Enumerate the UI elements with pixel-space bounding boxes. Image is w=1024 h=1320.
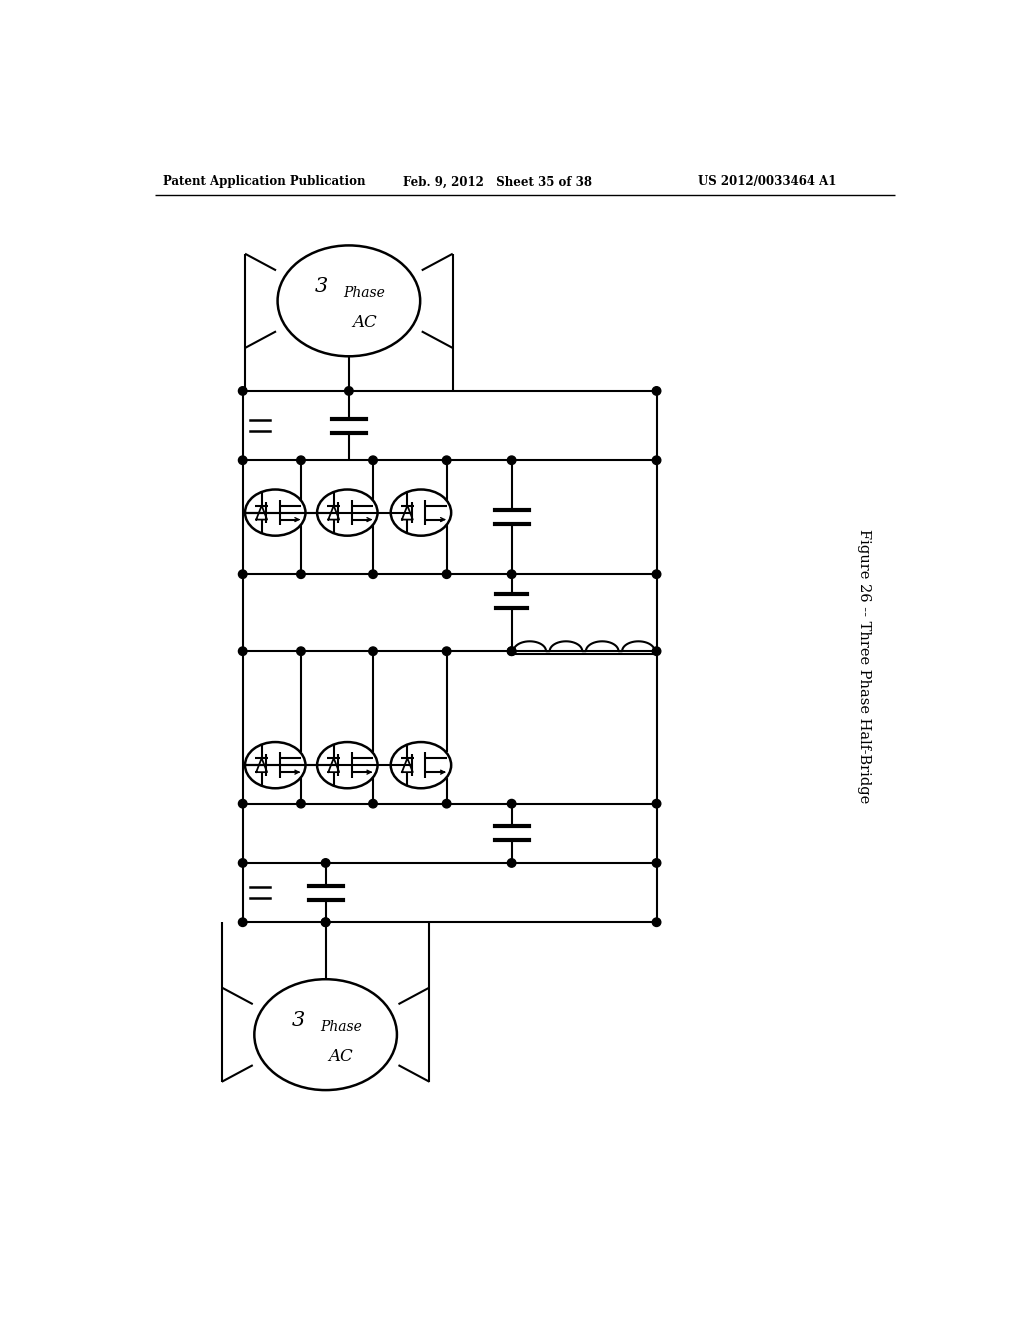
Circle shape <box>442 570 451 578</box>
Circle shape <box>297 570 305 578</box>
Text: AC: AC <box>329 1048 353 1065</box>
Circle shape <box>507 800 516 808</box>
Circle shape <box>239 647 247 656</box>
Circle shape <box>239 387 247 395</box>
Text: Figure 26 -- Three Phase Half-Bridge: Figure 26 -- Three Phase Half-Bridge <box>857 529 871 804</box>
Text: Patent Application Publication: Patent Application Publication <box>163 176 366 189</box>
Circle shape <box>369 455 377 465</box>
Circle shape <box>322 859 330 867</box>
Text: US 2012/0033464 A1: US 2012/0033464 A1 <box>697 176 836 189</box>
Circle shape <box>369 647 377 656</box>
Circle shape <box>239 455 247 465</box>
Circle shape <box>507 647 516 656</box>
Circle shape <box>345 387 353 395</box>
Circle shape <box>297 455 305 465</box>
Circle shape <box>322 917 330 927</box>
Text: 3: 3 <box>315 277 329 297</box>
Circle shape <box>507 647 516 656</box>
Circle shape <box>442 647 451 656</box>
Text: AC: AC <box>352 314 377 331</box>
Circle shape <box>507 570 516 578</box>
Circle shape <box>442 455 451 465</box>
Text: Feb. 9, 2012   Sheet 35 of 38: Feb. 9, 2012 Sheet 35 of 38 <box>403 176 592 189</box>
Circle shape <box>239 800 247 808</box>
Circle shape <box>297 647 305 656</box>
Circle shape <box>369 800 377 808</box>
Text: Phase: Phase <box>343 286 385 300</box>
Circle shape <box>652 570 660 578</box>
Circle shape <box>507 455 516 465</box>
Circle shape <box>369 570 377 578</box>
Circle shape <box>442 800 451 808</box>
Circle shape <box>239 859 247 867</box>
Circle shape <box>239 570 247 578</box>
Circle shape <box>652 647 660 656</box>
Circle shape <box>652 917 660 927</box>
Text: 3: 3 <box>292 1011 305 1031</box>
Circle shape <box>652 455 660 465</box>
Circle shape <box>322 917 330 927</box>
Circle shape <box>239 917 247 927</box>
Circle shape <box>297 800 305 808</box>
Circle shape <box>652 859 660 867</box>
Text: Phase: Phase <box>321 1020 362 1034</box>
Circle shape <box>652 387 660 395</box>
Circle shape <box>507 859 516 867</box>
Circle shape <box>652 800 660 808</box>
